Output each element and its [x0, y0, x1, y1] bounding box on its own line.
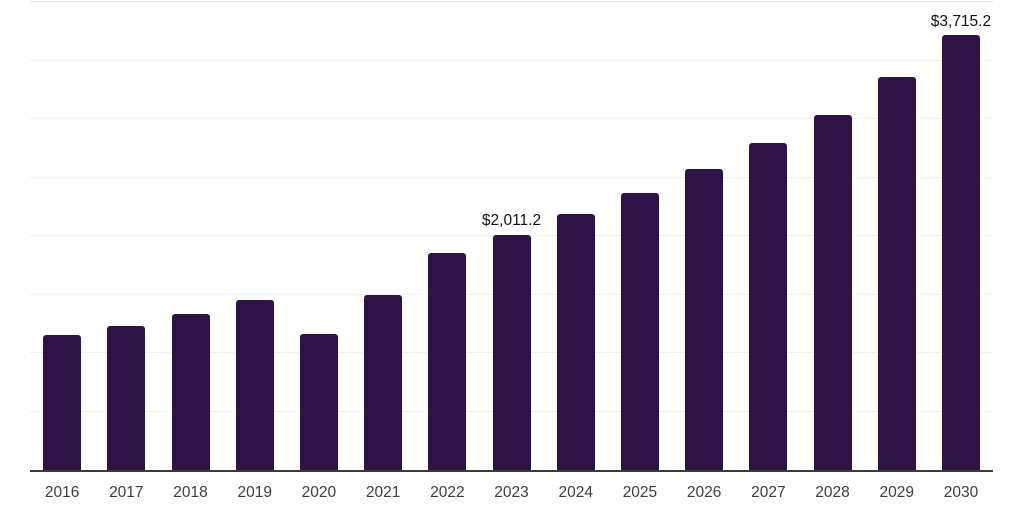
x-tick-2021: 2021 [365, 484, 401, 501]
bar-slot-2028 [800, 0, 864, 470]
value-label-2030: $3,715.2 [930, 12, 992, 30]
gridline-3500 [30, 59, 993, 61]
bar-2027 [749, 142, 788, 470]
x-tick-2020: 2020 [301, 484, 337, 501]
bar-2028 [813, 114, 852, 470]
x-tick-2018: 2018 [173, 484, 208, 501]
x-tick-2027: 2027 [751, 484, 786, 501]
x-tick-2022: 2022 [430, 484, 465, 501]
bar-slot-2022 [415, 0, 479, 470]
bar-slot-2016 [30, 0, 94, 470]
bar-slot-2019 [223, 0, 287, 470]
bar-slot-2030: $3,715.2 [929, 0, 993, 470]
value-label-2023: $2,011.2 [481, 212, 542, 230]
x-tick-2016: 2016 [44, 484, 80, 501]
bar-slot-2017 [94, 0, 158, 470]
bars-row: $2,011.2 $3,715.2 [30, 0, 993, 470]
x-tick-2023: 2023 [494, 484, 529, 501]
bar-slot-2026 [672, 0, 736, 470]
x-axis-line [30, 470, 993, 472]
x-tick-2019: 2019 [237, 484, 272, 501]
gridline-4000 [30, 1, 993, 2]
bar-2026 [685, 169, 724, 470]
x-axis-tick-labels: 2016 2017 2018 2019 2020 2021 2022 2023 2024 2025… [30, 484, 993, 501]
x-tick-2026: 2026 [686, 484, 722, 501]
bar-slot-2020 [287, 0, 351, 470]
bar-slot-2021 [351, 0, 415, 470]
bar-slot-2029 [865, 0, 929, 470]
plot-area: $2,011.2 $3,715.2 [30, 0, 993, 470]
bar-2017 [107, 325, 146, 470]
bar-2025 [620, 193, 659, 470]
bar-2018 [171, 313, 210, 470]
x-tick-2024: 2024 [558, 484, 593, 501]
bar-2022 [428, 253, 467, 470]
bar-slot-2027 [736, 0, 800, 470]
x-tick-2030: 2030 [943, 484, 979, 501]
bar-2020 [299, 334, 338, 470]
gridline-2500 [30, 176, 993, 178]
bar-2016 [43, 335, 82, 470]
bar-2023 [492, 234, 531, 470]
bar-slot-2024 [544, 0, 608, 470]
bar-2029 [877, 76, 916, 470]
bar-2030 [941, 35, 980, 470]
bar-2019 [235, 300, 274, 470]
bar-slot-2018 [158, 0, 222, 470]
bar-2021 [364, 294, 403, 470]
bar-slot-2023: $2,011.2 [479, 0, 543, 470]
x-tick-2025: 2025 [622, 484, 658, 501]
gridline-3000 [30, 118, 993, 119]
x-tick-2028: 2028 [815, 484, 850, 501]
x-tick-2017: 2017 [109, 484, 144, 501]
bar-slot-2025 [608, 0, 672, 470]
x-tick-2029: 2029 [879, 484, 914, 501]
bar-2024 [556, 214, 595, 470]
